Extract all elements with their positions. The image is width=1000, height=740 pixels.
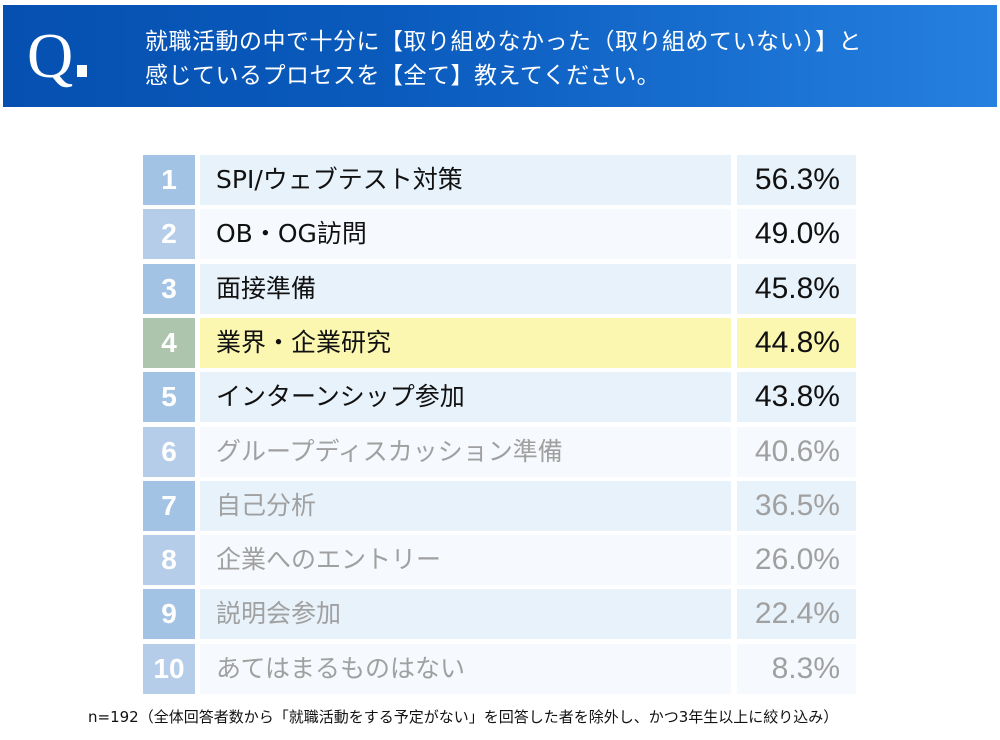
table-row: 5 インターンシップ参加 43.8% xyxy=(143,372,856,423)
table-row: 7 自己分析 36.5% xyxy=(143,480,856,531)
item-label: グループディスカッション準備 xyxy=(200,426,731,477)
question-header: Q 就職活動の中で十分に【取り組めなかった（取り組めていない）】と 感じているプ… xyxy=(3,5,997,107)
rank-badge: 1 xyxy=(143,155,195,205)
item-label: SPI/ウェブテスト対策 xyxy=(200,155,731,205)
item-percent: 44.8% xyxy=(737,317,856,368)
rank-badge: 4 xyxy=(143,317,195,368)
item-percent: 8.3% xyxy=(737,643,856,694)
item-label: 企業へのエントリー xyxy=(200,535,731,586)
rank-badge: 9 xyxy=(143,589,195,640)
item-label: あてはまるものはない xyxy=(200,643,731,694)
item-percent: 40.6% xyxy=(737,426,856,477)
table-row: 6 グループディスカッション準備 40.6% xyxy=(143,426,856,477)
table-row: 1 SPI/ウェブテスト対策 56.3% xyxy=(143,155,856,205)
rank-badge: 2 xyxy=(143,209,195,260)
rank-badge: 10 xyxy=(143,643,195,694)
item-percent: 22.4% xyxy=(737,589,856,640)
item-percent: 26.0% xyxy=(737,535,856,586)
item-label: インターンシップ参加 xyxy=(200,372,731,423)
table-row: 2 OB・OG訪問 49.0% xyxy=(143,209,856,260)
rank-badge: 5 xyxy=(143,372,195,423)
item-label: OB・OG訪問 xyxy=(200,209,731,260)
table-row: 4 業界・企業研究 44.8% xyxy=(143,317,856,368)
title-line-1: 就職活動の中で十分に【取り組めなかった（取り組めていない）】と xyxy=(145,29,862,55)
table-row: 3 面接準備 45.8% xyxy=(143,263,856,314)
question-title: 就職活動の中で十分に【取り組めなかった（取り組めていない）】と 感じているプロセ… xyxy=(145,25,862,93)
question-mark: Q xyxy=(27,19,88,93)
item-percent: 49.0% xyxy=(737,209,856,260)
item-percent: 56.3% xyxy=(737,155,856,205)
item-label: 業界・企業研究 xyxy=(200,317,731,368)
rank-badge: 7 xyxy=(143,480,195,531)
footnote: n=192（全体回答者数から「就職活動をする予定がない」を回答した者を除外し、か… xyxy=(88,708,839,726)
item-percent: 43.8% xyxy=(737,372,856,423)
table-row: 8 企業へのエントリー 26.0% xyxy=(143,535,856,586)
item-percent: 36.5% xyxy=(737,480,856,531)
title-line-2: 感じているプロセスを【全て】教えてください。 xyxy=(145,63,661,89)
table-row: 9 説明会参加 22.4% xyxy=(143,589,856,640)
table-row: 10 あてはまるものはない 8.3% xyxy=(143,643,856,694)
item-label: 面接準備 xyxy=(200,263,731,314)
item-percent: 45.8% xyxy=(737,263,856,314)
item-label: 説明会参加 xyxy=(200,589,731,640)
rank-badge: 6 xyxy=(143,426,195,477)
rank-badge: 8 xyxy=(143,535,195,586)
item-label: 自己分析 xyxy=(200,480,731,531)
rank-badge: 3 xyxy=(143,263,195,314)
